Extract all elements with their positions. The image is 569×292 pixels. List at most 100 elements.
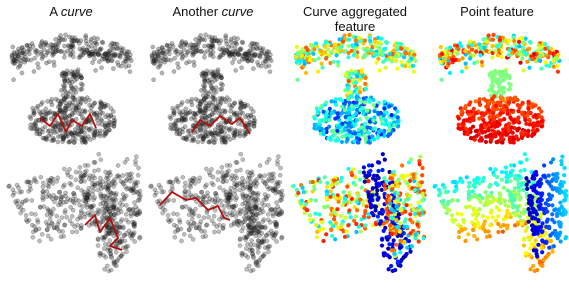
point [388, 52, 392, 56]
point [255, 60, 259, 64]
point [171, 212, 175, 216]
point [491, 73, 495, 77]
point [211, 96, 215, 100]
point [543, 42, 547, 46]
point [362, 165, 366, 169]
point [121, 192, 125, 196]
point [508, 116, 512, 120]
point [36, 220, 40, 224]
point [333, 237, 337, 241]
point [531, 128, 535, 132]
point [50, 53, 54, 57]
point [546, 198, 550, 202]
point [229, 213, 233, 217]
point [334, 97, 338, 101]
point [154, 191, 158, 195]
point [109, 252, 113, 256]
point [180, 100, 184, 104]
point [56, 176, 60, 180]
point [24, 58, 28, 62]
point [45, 138, 49, 142]
point [46, 234, 50, 238]
point [224, 39, 228, 43]
point [369, 205, 373, 209]
point [346, 97, 350, 101]
point [185, 138, 189, 142]
point [205, 134, 209, 138]
point [448, 45, 452, 49]
point [216, 178, 220, 182]
point [243, 179, 247, 183]
point [393, 58, 397, 62]
point [383, 187, 387, 191]
point [70, 214, 74, 218]
point [61, 229, 65, 233]
point [218, 186, 222, 190]
point [87, 176, 91, 180]
point [460, 69, 464, 73]
point [58, 128, 62, 132]
point [112, 199, 116, 203]
point [398, 221, 402, 225]
point [349, 125, 353, 129]
point [176, 127, 180, 131]
point [490, 128, 494, 132]
point [389, 113, 393, 117]
point [377, 68, 381, 72]
point [547, 192, 551, 196]
point [385, 238, 389, 242]
point-clouds [0, 0, 569, 292]
point [380, 243, 384, 247]
point [386, 253, 390, 257]
point [136, 166, 140, 170]
point [265, 57, 269, 61]
point [229, 176, 233, 180]
point [151, 45, 155, 49]
point [464, 205, 468, 209]
point [330, 111, 334, 115]
point [99, 47, 103, 51]
point [335, 181, 339, 185]
point [404, 217, 408, 221]
point [533, 113, 537, 117]
point [216, 198, 220, 202]
point [110, 53, 114, 57]
point [177, 132, 181, 136]
point [48, 210, 52, 214]
point [540, 221, 544, 225]
point [61, 185, 65, 189]
point [336, 137, 340, 141]
point [203, 116, 207, 120]
point [491, 79, 495, 83]
point [203, 229, 207, 233]
point [484, 135, 488, 139]
point [477, 207, 481, 211]
point [343, 235, 347, 239]
point [20, 45, 24, 49]
point [222, 97, 226, 101]
point [478, 200, 482, 204]
point [96, 243, 100, 247]
point [76, 125, 80, 129]
point [82, 97, 86, 101]
point [540, 250, 544, 254]
point [187, 134, 191, 138]
point [363, 180, 367, 184]
point [478, 103, 482, 107]
point [467, 185, 471, 189]
point [557, 222, 561, 226]
point [136, 180, 140, 184]
point [298, 58, 302, 62]
point [172, 69, 176, 73]
point [353, 183, 357, 187]
point [496, 230, 500, 234]
point [111, 205, 115, 209]
point [317, 56, 321, 60]
point [202, 215, 206, 219]
point [307, 199, 311, 203]
point [170, 184, 174, 188]
point [251, 67, 255, 71]
point [218, 96, 222, 100]
point [79, 82, 83, 86]
point [396, 199, 400, 203]
